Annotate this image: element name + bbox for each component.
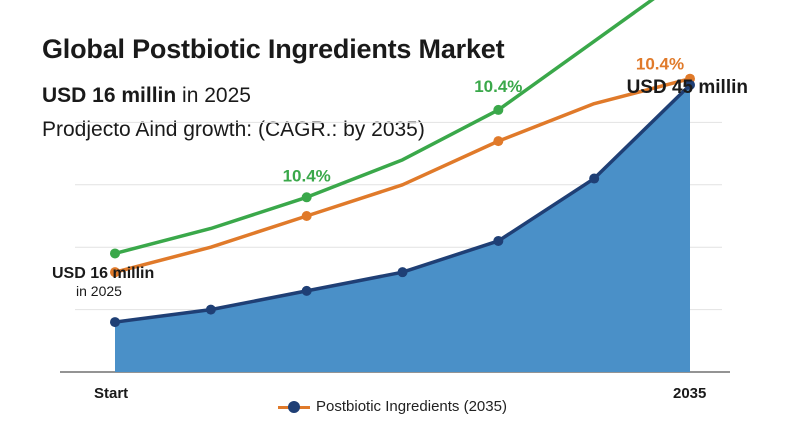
legend-swatch [278,400,310,414]
legend-label: Postbiotic Ingredients (2035) [316,398,507,415]
annotation-start-year: in 2025 [76,283,122,299]
data-point-green-2 [301,192,312,203]
annotation-start-value: USD 16 millin [52,265,154,282]
annotation-growth-3: 10.4% [636,55,684,74]
data-point-dark-0 [110,317,120,328]
chart-subtitle-growth: Prodjecto Aind growth: (CAGR.: by 2035) [42,118,425,141]
series-line-orange [113,76,692,274]
subtitle-value-rest: in 2025 [176,84,251,107]
data-point-green-4 [493,104,504,115]
annotation-end-value: USD 45 millin [627,77,748,98]
annotation-growth-1: 10.4% [283,166,331,185]
annotation-growth-2: 10.4% [474,77,522,96]
data-point-orange-0 [110,267,120,278]
data-point-orange-4 [493,136,504,147]
data-point-green-0 [110,248,120,259]
data-point-dark-5 [589,173,600,184]
x-tick-label-start: Start [94,385,128,402]
data-point-dark-1 [205,304,216,315]
data-point-dark-2 [301,285,312,296]
x-tick-label-end: 2035 [673,385,706,402]
data-point-dark-4 [493,235,504,246]
subtitle-value-bold: USD 16 millin [42,84,177,107]
data-point-orange-2 [301,211,312,221]
legend: Postbiotic Ingredients (2035) [278,398,507,415]
chart-title: Global Postbiotic Ingredients Market [42,34,505,64]
markers-layer [110,73,695,328]
data-point-dark-3 [397,267,408,278]
series-area-fill [115,84,690,373]
series-line-green [113,0,655,256]
area-layer [115,84,690,373]
chart-subtitle-value: USD 16 millin in 2025 [42,84,251,108]
data-point-dark-6 [685,79,695,90]
